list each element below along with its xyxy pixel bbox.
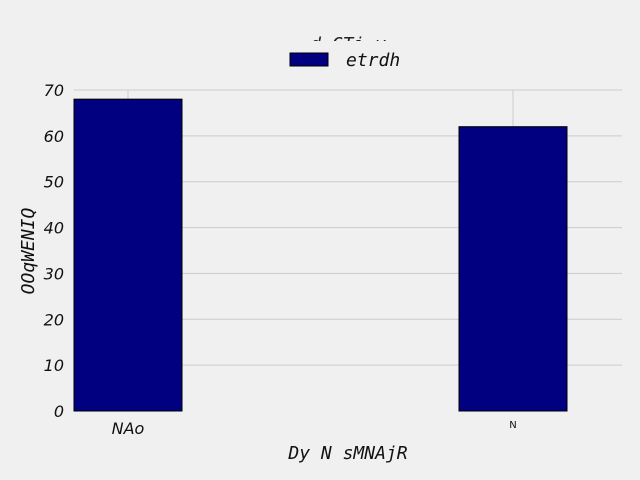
x-tick-labels: NAo N <box>112 419 517 438</box>
x-tick-label: NAo <box>112 419 145 438</box>
legend-label: etrdh <box>346 50 400 71</box>
y-tick-label: 0 <box>54 402 64 421</box>
y-tick-labels: 0 10 20 30 40 50 60 70 <box>44 81 64 421</box>
y-tick-label: 10 <box>44 356 64 375</box>
bars <box>73 98 568 412</box>
x-axis-label: Dy N sMNAjR <box>287 443 407 464</box>
x-tick-label: N <box>509 420 516 431</box>
y-tick-label: 70 <box>44 81 64 100</box>
y-tick-label: 20 <box>44 310 64 329</box>
bar-nao <box>73 98 183 412</box>
y-axis-label: OOqWENIQ <box>18 207 39 294</box>
y-tick-label: 50 <box>44 173 64 192</box>
bar-n <box>458 126 568 412</box>
y-tick-label: 40 <box>44 219 64 238</box>
legend: etrdh <box>278 41 418 79</box>
legend-swatch <box>289 52 329 67</box>
y-tick-label: 60 <box>44 127 64 146</box>
y-tick-label: 30 <box>44 264 64 283</box>
